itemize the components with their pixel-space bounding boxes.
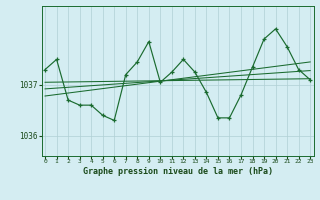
X-axis label: Graphe pression niveau de la mer (hPa): Graphe pression niveau de la mer (hPa) — [83, 167, 273, 176]
